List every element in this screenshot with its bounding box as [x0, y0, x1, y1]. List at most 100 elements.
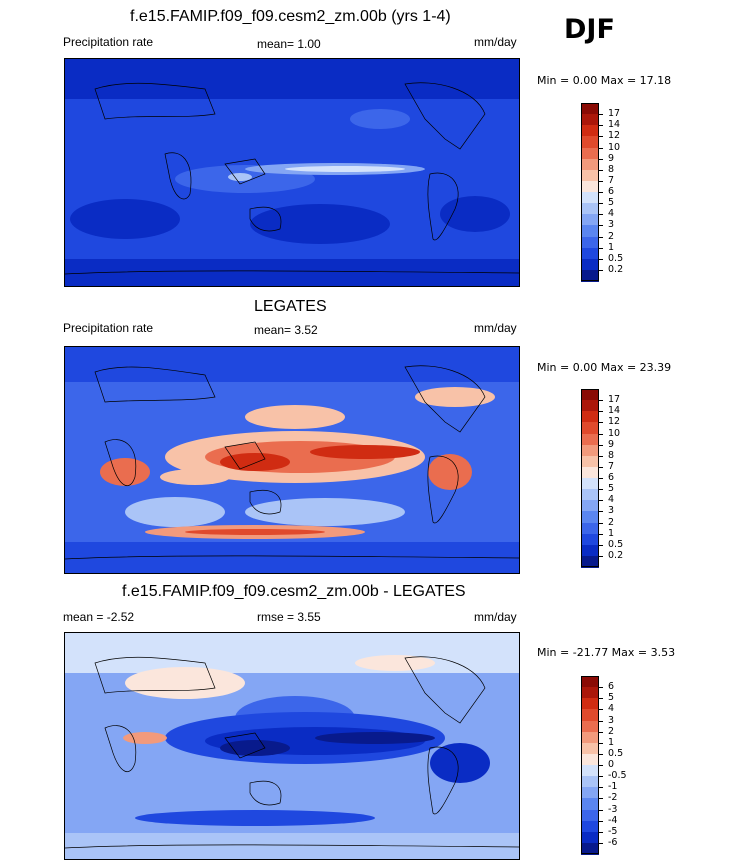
colorbar-tick: [599, 709, 603, 711]
colorbar-label: 3: [608, 714, 615, 726]
panel-1-coastline: [94, 82, 216, 120]
colorbar-cell: [581, 687, 599, 699]
panel-1-colorbar: 17 14 12 10 9 8 7 6 5 4 3 2 1 0.5 0.2: [581, 103, 641, 282]
colorbar-tick: [599, 180, 603, 182]
colorbar-tick: [599, 555, 603, 557]
panel-2-maritime-continent: [220, 453, 290, 471]
panel-2-coastline: [224, 441, 266, 470]
panel-3-southern-storm-bias: [135, 810, 375, 826]
panel-2-units-label: mm/day: [474, 321, 517, 335]
colorbar-cell: [581, 753, 599, 766]
colorbar-frame: [581, 389, 599, 567]
panel-3-coastline: [94, 656, 216, 694]
colorbar-tick: [599, 720, 603, 722]
colorbar-label: 14: [608, 405, 621, 417]
colorbar-tick: [599, 511, 603, 513]
colorbar-frame: [581, 103, 599, 281]
panel-1-coastline: [404, 82, 486, 150]
colorbar-label: -4: [608, 814, 618, 826]
colorbar-tick: [599, 466, 603, 468]
panel-3-colorbar: 6 5 4 3 2 1 0.5 0 -0.5 -1 -2 -3 -4 -5 -6: [581, 676, 641, 855]
colorbar-tick: [599, 544, 603, 546]
colorbar-cell: [581, 522, 599, 535]
colorbar-tick: [599, 444, 603, 446]
colorbar-cell: [581, 236, 599, 249]
colorbar-tick: [599, 400, 603, 402]
panel-2-coastline: [404, 365, 486, 433]
panel-3-coastline: [404, 656, 486, 724]
colorbar-cell: [581, 269, 599, 282]
colorbar-label: 2: [608, 230, 615, 242]
panel-1-map-graphic: [65, 59, 519, 286]
colorbar-cell: [581, 422, 599, 434]
colorbar-tick: [599, 147, 603, 149]
panel-2-polar-band-north: [65, 347, 519, 382]
colorbar-tick: [599, 809, 603, 811]
colorbar-cell: [581, 776, 599, 788]
colorbar-label: -2: [608, 792, 618, 804]
colorbar-label: 6: [608, 681, 615, 693]
panel-1-title: f.e15.FAMIP.f09_f09.cesm2_zm.00b (yrs 1-…: [130, 8, 451, 25]
colorbar-tick: [599, 742, 603, 744]
colorbar-label: 0.5: [608, 747, 624, 759]
colorbar-tick: [599, 258, 603, 260]
panel-3-coastline: [224, 732, 266, 759]
panel-1-dry-region: [250, 204, 390, 244]
panel-2-polar-band-south: [65, 542, 519, 573]
colorbar-label: 5: [608, 483, 615, 495]
colorbar-tick: [599, 753, 603, 755]
colorbar-cell: [581, 787, 599, 799]
panel-2-midlat-band: [245, 498, 405, 526]
colorbar-tick: [599, 236, 603, 238]
colorbar-cell: [581, 500, 599, 512]
panel-2-map: [64, 346, 520, 574]
panel-1-storm-track: [350, 109, 410, 129]
colorbar-cell: [581, 489, 599, 501]
colorbar-cell: [581, 831, 599, 844]
colorbar-label: 8: [608, 449, 615, 461]
colorbar-label: -1: [608, 781, 618, 793]
panel-2-storm-track-north: [245, 405, 345, 429]
colorbar-cell: [581, 125, 599, 137]
colorbar-cell: [581, 114, 599, 126]
colorbar-tick: [599, 820, 603, 822]
panel-3-positive-bias-east-africa: [123, 732, 167, 744]
panel-1-coastline: [249, 206, 282, 232]
colorbar-tick: [599, 203, 603, 205]
colorbar-label: -0.5: [608, 770, 627, 782]
colorbar-cell: [581, 444, 599, 457]
colorbar-tick: [599, 114, 603, 116]
colorbar-tick: [599, 247, 603, 249]
panel-1-coastline: [224, 158, 266, 185]
colorbar-label: -6: [608, 836, 618, 848]
panel-3-negative-bias-max: [220, 740, 290, 756]
colorbar-cell: [581, 676, 599, 688]
colorbar-label: 7: [608, 174, 615, 186]
colorbar-cell: [581, 258, 599, 271]
panel-1-polar-band-north: [65, 59, 519, 99]
colorbar-tick: [599, 225, 603, 227]
colorbar-tick: [599, 422, 603, 424]
panel-2-coastline: [94, 366, 216, 403]
panel-1-coastline: [164, 152, 192, 200]
colorbar-tick: [599, 158, 603, 160]
panel-1-minmax: Min = 0.00 Max = 17.18: [537, 74, 672, 87]
colorbar-cell: [581, 389, 599, 401]
colorbar-label: 0: [608, 759, 615, 770]
colorbar-tick: [599, 798, 603, 800]
panel-3-rmse-label: rmse = 3.55: [257, 610, 321, 624]
colorbar-label: -3: [608, 803, 618, 815]
colorbar-cell: [581, 158, 599, 171]
panel-3-map: [64, 632, 520, 860]
colorbar-tick: [599, 136, 603, 138]
colorbar-tick: [599, 411, 603, 413]
colorbar-tick: [599, 489, 603, 491]
colorbar-cell: [581, 103, 599, 115]
colorbar-cell: [581, 731, 599, 744]
panel-3-negative-bias-max: [315, 732, 435, 744]
colorbar-label: 0.2: [608, 549, 624, 561]
colorbar-cell: [581, 247, 599, 260]
panel-1-units-label: mm/day: [474, 35, 517, 49]
colorbar-cell: [581, 698, 599, 710]
panel-3-units-label: mm/day: [474, 610, 517, 624]
